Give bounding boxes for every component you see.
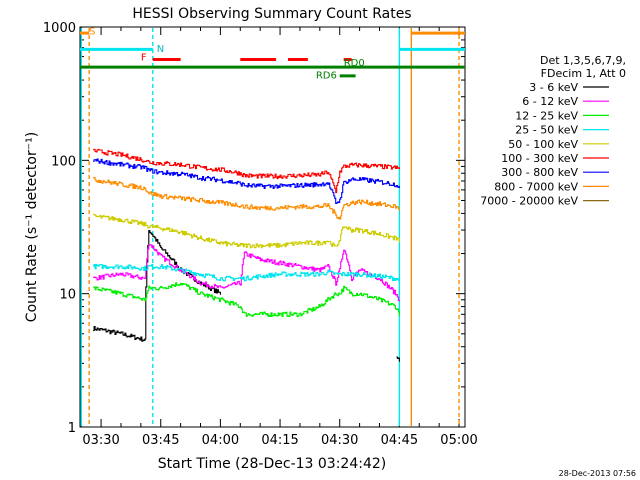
y-tick-label: 100	[51, 154, 76, 169]
legend-header-2: FDecim 1, Att 0	[541, 67, 626, 80]
x-axis-label: Start Time (28-Dec-13 03:24:42)	[158, 456, 386, 472]
x-tick-label: 04:45	[381, 433, 418, 448]
series-line-25-50keV	[93, 263, 400, 283]
series-line-100-300keV	[93, 148, 400, 194]
region-boundaries	[80, 28, 460, 426]
legend: Det 1,3,5,6,7,9, FDecim 1, Att 0 3 - 6 k…	[480, 54, 626, 208]
saa-label: S	[89, 26, 95, 37]
legend-label: 25 - 50 keV	[515, 124, 578, 137]
plot-area	[79, 26, 466, 428]
legend-label: 6 - 12 keV	[522, 95, 578, 108]
legend-label: 100 - 300 keV	[501, 152, 578, 165]
legend-header-1: Det 1,3,5,6,7,9,	[540, 54, 626, 67]
flare-label: F	[141, 53, 147, 64]
chart-title: HESSI Observing Summary Count Rates	[132, 6, 411, 22]
legend-label: 50 - 100 keV	[508, 138, 578, 151]
footer-timestamp: 28-Dec-2013 07:56	[559, 469, 636, 478]
legend-label: 7000 - 20000 keV	[480, 195, 578, 208]
legend-label: 12 - 25 keV	[515, 109, 578, 122]
x-tick-label: 03:45	[142, 433, 179, 448]
x-tick-label: 04:15	[261, 433, 298, 448]
series-line-6-12keV	[93, 244, 400, 302]
y-tick-label: 1000	[43, 21, 76, 36]
x-tick-label: 05:00	[440, 433, 477, 448]
series-group	[93, 148, 400, 362]
series-line-50-100keV	[93, 213, 400, 249]
x-tick-label: 03:30	[82, 433, 119, 448]
legend-label: 300 - 800 keV	[501, 166, 578, 179]
x-tick-label: 04:00	[202, 433, 239, 448]
status-bars: S NF RD0 RD6	[80, 26, 465, 82]
y-axis-label: Count Rate (s⁻¹ detector⁻¹)	[24, 132, 40, 322]
axis-ticks: 03:30 03:45 04:00 04:15 04:30 04:45 05:00 1 10 10…	[43, 21, 478, 448]
y-tick-label: 1	[68, 421, 76, 436]
series-line-800-7000keV	[93, 176, 400, 220]
series-line-12-25keV	[93, 282, 400, 318]
legend-label: 800 - 7000 keV	[494, 180, 578, 193]
legend-label: 3 - 6 keV	[529, 81, 578, 94]
x-tick-label: 04:30	[321, 433, 358, 448]
y-tick-label: 10	[59, 288, 76, 303]
night-label: N	[157, 44, 164, 55]
rd0-label: RD0	[344, 58, 365, 69]
rd6-label: RD6	[316, 71, 337, 82]
series-line-300-800keV	[93, 158, 400, 205]
